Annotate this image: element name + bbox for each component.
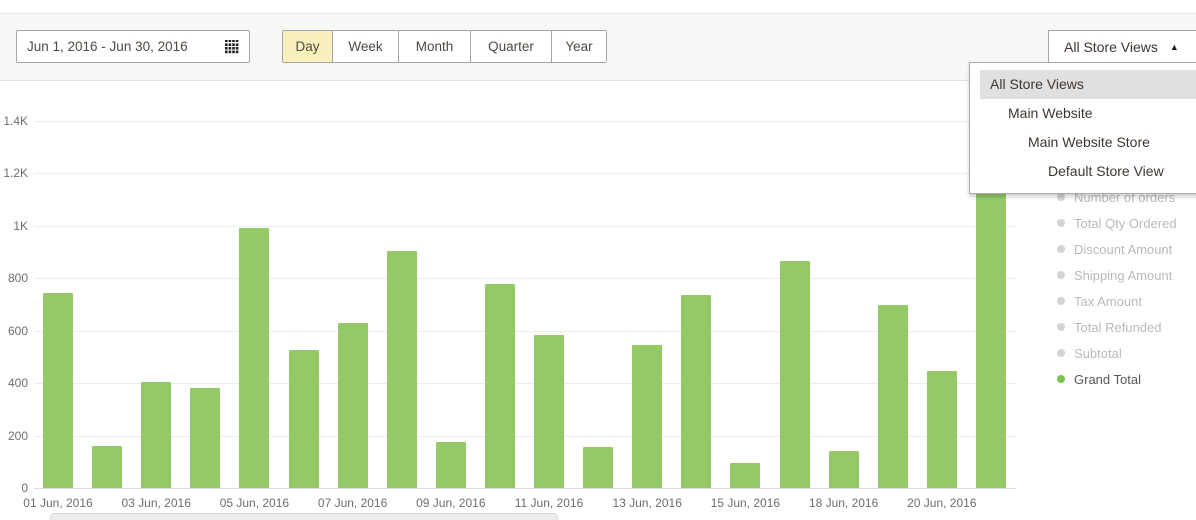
legend-label: Discount Amount (1074, 241, 1173, 257)
date-range-value: Jun 1, 2016 - Jun 30, 2016 (27, 39, 188, 54)
bar-grand-total-18[interactable] (877, 304, 908, 488)
legend-label: Grand Total (1074, 371, 1141, 387)
store-view-dropdown: All Store Views Main Website Main Website … (969, 62, 1196, 194)
bar-grand-total-12[interactable] (583, 447, 614, 488)
legend-dot-icon (1057, 323, 1065, 331)
y-axis-tick-label: 0 (21, 481, 28, 495)
bar-grand-total-16[interactable] (779, 261, 810, 488)
y-axis-tick-label: 1.2K (3, 166, 28, 181)
gridline-y-1.4K (34, 121, 1016, 122)
date-range-input[interactable]: Jun 1, 2016 - Jun 30, 2016 (16, 30, 250, 63)
y-axis-tick-label: 400 (7, 376, 28, 391)
bar-grand-total-1[interactable] (43, 292, 73, 488)
legend-dot-active-icon (1057, 375, 1065, 383)
legend-label: Subtotal (1074, 345, 1122, 361)
bar-grand-total-17[interactable] (828, 451, 859, 488)
legend-label: Total Qty Ordered (1074, 215, 1177, 231)
bar-grand-total-11[interactable] (534, 334, 564, 488)
bar-grand-total-20[interactable] (975, 191, 1006, 488)
period-button-group: Day Week Month Quarter Year (282, 30, 607, 63)
legend-dot-icon (1057, 349, 1065, 357)
bar-grand-total-9[interactable] (435, 442, 466, 488)
period-button-year[interactable]: Year (552, 31, 606, 62)
x-axis-tick-label: 11 Jun, 2016 (514, 496, 584, 510)
x-axis-tick-label: 05 Jun, 2016 (219, 496, 290, 510)
y-axis-tick-label: 1.4K (3, 114, 28, 128)
bar-grand-total-6[interactable] (288, 350, 319, 488)
period-button-day[interactable]: Day (283, 31, 333, 62)
period-button-week[interactable]: Week (333, 31, 399, 62)
period-button-quarter[interactable]: Quarter (471, 31, 552, 62)
x-axis-tick-label: 15 Jun, 2016 (710, 496, 781, 510)
legend-dot-icon (1057, 245, 1065, 253)
legend-item-tax-amount[interactable]: Tax Amount (1057, 288, 1177, 314)
period-button-month[interactable]: Month (399, 31, 471, 62)
legend-label: Shipping Amount (1074, 267, 1173, 283)
bar-grand-total-5[interactable] (239, 228, 270, 488)
legend-dot-icon (1057, 219, 1065, 227)
x-axis-tick-label: 07 Jun, 2016 (317, 496, 388, 510)
bar-grand-total-8[interactable] (386, 250, 417, 488)
legend-item-shipping-amount[interactable]: Shipping Amount (1057, 262, 1177, 288)
calendar-grid-icon (225, 39, 239, 53)
gridline-y-1K (34, 225, 1016, 227)
legend-item-total-qty-ordered[interactable]: Total Qty Ordered (1057, 210, 1177, 236)
chart-legend: Number of orders Total Qty Ordered Discoun… (1057, 184, 1177, 392)
x-axis-tick-label: 18 Jun, 2016 (808, 496, 879, 510)
bar-grand-total-15[interactable] (730, 463, 761, 488)
partial-element-below-fold (50, 513, 558, 520)
legend-item-subtotal[interactable]: Subtotal (1057, 340, 1177, 366)
bar-grand-total-10[interactable] (484, 283, 515, 488)
y-axis-tick-label: 600 (7, 323, 28, 338)
legend-dot-icon (1057, 271, 1065, 279)
store-view-option-main-website-store[interactable]: Main Website Store (1028, 134, 1150, 150)
legend-item-grand-total[interactable]: Grand Total (1057, 366, 1177, 392)
gridline-y-0 (34, 488, 1016, 489)
legend-item-discount-amount[interactable]: Discount Amount (1057, 236, 1177, 262)
store-view-option-main-website[interactable]: Main Website (1008, 105, 1093, 121)
gridline-y-1.2K (34, 173, 1016, 175)
gridline-y-200 (34, 435, 1016, 437)
x-axis-tick-label: 01 Jun, 2016 (23, 496, 93, 510)
bar-grand-total-3[interactable] (141, 381, 172, 488)
store-view-selected-label: All Store Views (1064, 38, 1158, 55)
bar-grand-total-14[interactable] (681, 295, 712, 488)
legend-item-total-refunded[interactable]: Total Refunded (1057, 314, 1177, 340)
y-axis-tick-label: 1K (13, 218, 28, 233)
legend-dot-icon (1057, 297, 1065, 305)
x-axis-tick-label: 13 Jun, 2016 (612, 496, 682, 510)
store-view-switcher-button[interactable]: All Store Views ▲ (1048, 30, 1196, 63)
bar-grand-total-13[interactable] (632, 345, 663, 488)
gridline-y-800 (34, 278, 1016, 280)
y-axis-tick-label: 200 (7, 428, 28, 443)
x-axis-tick-label: 09 Jun, 2016 (416, 496, 486, 510)
bar-grand-total-19[interactable] (926, 371, 957, 488)
caret-up-icon: ▲ (1169, 41, 1179, 52)
legend-dot-icon (1057, 193, 1065, 201)
x-axis-tick-label: 03 Jun, 2016 (121, 496, 191, 510)
bar-grand-total-4[interactable] (190, 388, 221, 488)
legend-label: Total Refunded (1074, 319, 1162, 335)
x-axis-tick-label: 20 Jun, 2016 (907, 496, 977, 510)
legend-label: Tax Amount (1074, 293, 1142, 309)
gridline-y-600 (34, 330, 1016, 332)
gridline-y-400 (34, 383, 1016, 385)
bar-grand-total-7[interactable] (337, 322, 368, 488)
store-view-option-all-store-views[interactable]: All Store Views (980, 70, 1196, 99)
store-view-option-default-store-view[interactable]: Default Store View (1048, 163, 1164, 179)
bar-grand-total-2[interactable] (92, 446, 123, 488)
y-axis-tick-label: 800 (7, 271, 28, 286)
